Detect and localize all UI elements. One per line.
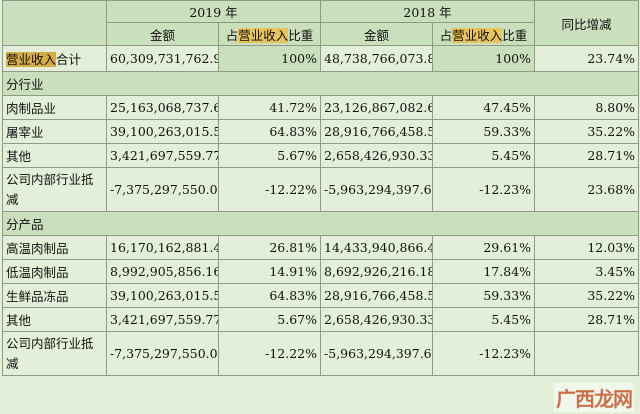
cell-amt2018: -5,963,294,397.65 <box>320 331 434 376</box>
table-row: 公司内部行业抵减 -7,375,297,550.01 -12.22% -5,96… <box>2 167 640 212</box>
cell-pct2019: 14.91% <box>217 259 322 284</box>
cell-pct2019: -12.22% <box>217 167 322 212</box>
watermark: 广西龙网 <box>554 383 634 412</box>
cell-yoy: 35.22% <box>534 119 640 144</box>
cell-amt2019: -7,375,297,550.01 <box>106 167 219 212</box>
cell-yoy: 28.71% <box>534 307 640 332</box>
cell-yoy: 28.71% <box>534 143 640 168</box>
table-row: 肉制品业 25,163,068,737.65 41.72% 23,126,867… <box>2 95 640 120</box>
share-prefix: 占 <box>439 27 453 43</box>
cell-pct2019: 26.81% <box>217 235 322 260</box>
header-amount-2018: 金额 <box>320 22 434 46</box>
table-row: 生鲜品冻品 39,100,263,015.58 64.83% 28,916,76… <box>2 283 640 308</box>
cell-amt2018: 23,126,867,082.65 <box>320 95 434 120</box>
cell-amt2019: 3,421,697,559.77 <box>106 307 219 332</box>
table-row: 高温肉制品 16,170,162,881.49 26.81% 14,433,94… <box>2 235 640 260</box>
header-row-years: 2019 年 2018 年 同比增减 <box>2 0 640 46</box>
header-2018: 2018 年 <box>320 0 536 23</box>
cell-pct2018: 59.33% <box>432 119 536 144</box>
total-pct2019: 100% <box>217 45 322 72</box>
cell-pct2019: 41.72% <box>217 95 322 120</box>
cell-yoy: 23.68% <box>534 167 640 212</box>
cell-amt2019: 25,163,068,737.65 <box>106 95 219 120</box>
cell-amt2019: 8,992,905,856.16 <box>106 259 219 284</box>
header-2019: 2019 年 <box>105 0 322 23</box>
total-amt2019: 60,309,731,762.99 <box>106 45 219 72</box>
table-row: 其他 3,421,697,559.77 5.67% 2,658,426,930.… <box>2 307 640 332</box>
row-name: 高温肉制品 <box>2 235 107 260</box>
total-yoy: 23.74% <box>534 45 640 72</box>
share-prefix: 占 <box>225 27 239 43</box>
header-share-2019: 占营业收入比重 <box>217 22 322 46</box>
cell-amt2018: 14,433,940,866.47 <box>320 235 434 260</box>
cell-amt2018: 28,916,766,458.50 <box>320 119 434 144</box>
cell-amt2019: 3,421,697,559.77 <box>106 143 219 168</box>
row-name: 其他 <box>2 143 107 168</box>
row-name: 公司内部行业抵减 <box>2 167 107 212</box>
total-row: 营业收入合计 60,309,731,762.99 100% 48,738,766… <box>2 45 640 72</box>
cell-yoy: 12.03% <box>534 235 640 260</box>
table-row: 其他 3,421,697,559.77 5.67% 2,658,426,930.… <box>2 143 640 168</box>
cell-yoy: 8.80% <box>534 95 640 120</box>
total-label: 营业收入合计 <box>2 45 107 72</box>
cell-pct2019: 64.83% <box>217 283 322 308</box>
cell-amt2019: 39,100,263,015.58 <box>106 119 219 144</box>
table-row: 公司内部行业抵减 -7,375,297,550.01 -12.22% -5,96… <box>2 331 640 376</box>
cell-pct2018: -12.23% <box>432 331 536 376</box>
row-name: 低温肉制品 <box>2 259 107 284</box>
share-highlight: 营业收入 <box>452 27 503 43</box>
cell-pct2018: 5.45% <box>432 307 536 332</box>
cell-pct2019: 64.83% <box>217 119 322 144</box>
cell-amt2018: 28,916,766,458.50 <box>320 283 434 308</box>
cell-amt2019: 39,100,263,015.58 <box>106 283 219 308</box>
total-pct2018: 100% <box>432 45 536 72</box>
total-label-highlight: 营业收入 <box>6 52 57 67</box>
header-yoy: 同比增减 <box>534 0 640 46</box>
section-product: 分产品 <box>1 211 640 236</box>
total-label-suffix: 合计 <box>56 52 82 67</box>
cell-pct2019: -12.22% <box>217 331 322 376</box>
cell-pct2018: -12.23% <box>432 167 536 212</box>
cell-pct2019: 5.67% <box>217 143 322 168</box>
table-row: 低温肉制品 8,992,905,856.16 14.91% 8,692,926,… <box>2 259 640 284</box>
cell-pct2018: 5.45% <box>432 143 536 168</box>
cell-amt2018: 2,658,426,930.33 <box>320 143 434 168</box>
section-industry-row: 分行业 <box>1 71 640 96</box>
share-suffix: 比重 <box>502 27 528 43</box>
share-suffix: 比重 <box>288 27 314 43</box>
cell-amt2019: 16,170,162,881.49 <box>106 235 219 260</box>
row-name: 生鲜品冻品 <box>2 283 107 308</box>
cell-yoy <box>534 331 640 376</box>
cell-amt2018: 2,658,426,930.33 <box>320 307 434 332</box>
cell-amt2018: 8,692,926,216.18 <box>320 259 434 284</box>
cell-yoy: 3.45% <box>534 259 640 284</box>
section-industry: 分行业 <box>1 71 640 96</box>
section-product-row: 分产品 <box>1 211 640 236</box>
cell-yoy: 35.22% <box>534 283 640 308</box>
share-highlight: 营业收入 <box>238 27 289 43</box>
header-share-2018: 占营业收入比重 <box>432 22 536 46</box>
cell-amt2019: -7,375,297,550.01 <box>106 331 219 376</box>
cell-pct2018: 47.45% <box>432 95 536 120</box>
cell-pct2019: 5.67% <box>217 307 322 332</box>
revenue-table: 2019 年 2018 年 同比增减 金额 占营业收入比重 金额 占营业收入比重… <box>1 0 640 376</box>
row-name: 屠宰业 <box>2 119 107 144</box>
header-amount-2019: 金额 <box>106 22 219 46</box>
cell-amt2018: -5,963,294,397.65 <box>320 167 434 212</box>
row-name: 其他 <box>2 307 107 332</box>
table-row: 屠宰业 39,100,263,015.58 64.83% 28,916,766,… <box>2 119 640 144</box>
cell-pct2018: 59.33% <box>432 283 536 308</box>
total-amt2018: 48,738,766,073.83 <box>320 45 434 72</box>
row-name: 公司内部行业抵减 <box>2 331 107 376</box>
row-name: 肉制品业 <box>2 95 107 120</box>
cell-pct2018: 29.61% <box>432 235 536 260</box>
cell-pct2018: 17.84% <box>432 259 536 284</box>
header-corner <box>2 0 107 46</box>
